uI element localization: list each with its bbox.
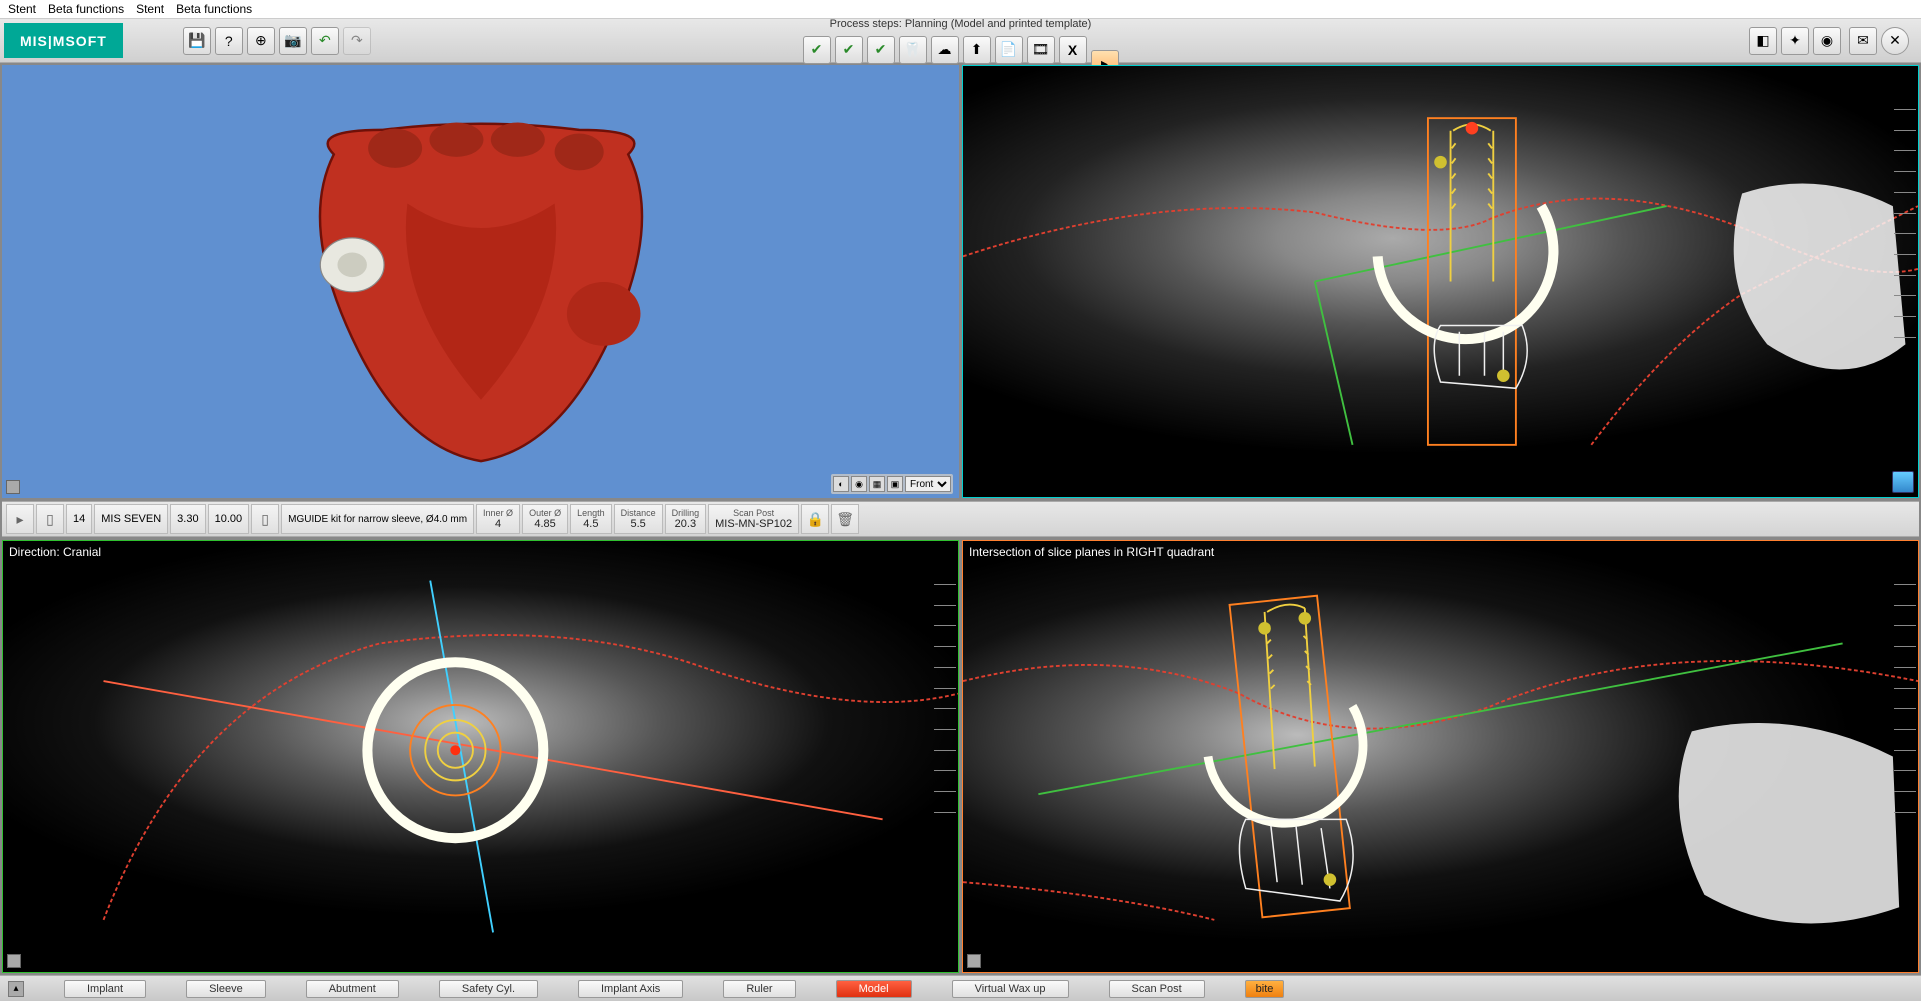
menu-bar: Stent Beta functions Stent Beta function…	[0, 0, 1921, 19]
vp-btn-4[interactable]: ▣	[887, 476, 903, 492]
implant-info-bar: ▸ ▯ 14 MIS SEVEN 3.30 10.00 ▯ MGUIDE kit…	[2, 501, 1919, 537]
ruler-button[interactable]: Ruler	[723, 980, 795, 998]
cross-label: Intersection of slice planes in RIGHT qu…	[969, 545, 1214, 559]
axial-label: Direction: Cranial	[9, 545, 101, 559]
main-toolbar: MIS|MSOFT 💾 ? ⊕ 📷 ↶ ↷ Process steps: Pla…	[0, 19, 1921, 63]
undo-icon[interactable]: ↶	[311, 27, 339, 55]
app-logo: MIS|MSOFT	[4, 23, 123, 58]
film-icon[interactable]: 🎞	[1027, 36, 1055, 64]
vp-btn-1[interactable]: ◐	[833, 476, 849, 492]
view-tool-1-icon[interactable]: ◧	[1749, 27, 1777, 55]
viewport-3d-controls: ◐ ◉ ▦ ▣ Front	[831, 474, 953, 494]
vp-btn-2[interactable]: ◉	[851, 476, 867, 492]
check-icon-1[interactable]: ✔	[803, 36, 831, 64]
delete-icon[interactable]: 🗑	[831, 504, 859, 534]
virtual-waxup-button[interactable]: Virtual Wax up	[952, 980, 1069, 998]
menu-item-stent-2[interactable]: Stent	[136, 2, 164, 16]
viewport-expand-button[interactable]	[6, 480, 20, 494]
ct-overlay-axial	[3, 541, 958, 972]
length-cell: Length4.5	[570, 504, 612, 534]
viewport-expand-button-br[interactable]	[967, 954, 981, 968]
model-button[interactable]: Model	[836, 980, 912, 998]
check-icon-3[interactable]: ✔	[867, 36, 895, 64]
redo-icon[interactable]: ↷	[343, 27, 371, 55]
document-icon[interactable]: 📄	[995, 36, 1023, 64]
expand-panel-button[interactable]: ▴	[8, 981, 24, 997]
viewport-3d-model[interactable]: ◐ ◉ ▦ ▣ Front	[2, 65, 959, 498]
outer-diameter-cell: Outer Ø4.85	[522, 504, 568, 534]
kit-description: MGUIDE kit for narrow sleeve, Ø4.0 mm	[281, 504, 474, 534]
dental-model-3d	[193, 105, 767, 473]
toolbar-group-right: ◧ ✦ ◉	[1749, 27, 1841, 55]
sleeve-button[interactable]: Sleeve	[186, 980, 266, 998]
ruler-right	[1894, 109, 1916, 454]
add-icon[interactable]: ⊕	[247, 27, 275, 55]
view-direction-select[interactable]: Front	[905, 476, 951, 492]
bottom-toolbar: ▴ Implant Sleeve Abutment Safety Cyl. Im…	[0, 975, 1921, 1001]
x-icon[interactable]: X	[1059, 36, 1087, 64]
close-icon[interactable]: ✕	[1881, 27, 1909, 55]
menu-item-beta-2[interactable]: Beta functions	[176, 2, 252, 16]
inner-diameter-cell: Inner Ø4	[476, 504, 520, 534]
toolbar-group-far-right: ✉ ✕	[1849, 27, 1909, 55]
scanpost-cell: Scan PostMIS-MN-SP102	[708, 504, 799, 534]
viewport-ct-sagittal[interactable]	[962, 65, 1919, 498]
implant-diameter: 3.30	[170, 504, 205, 534]
tooth-number: 14	[66, 504, 92, 534]
implant-axis-button[interactable]: Implant Axis	[578, 980, 683, 998]
ct-overlay-cross	[963, 541, 1918, 972]
sleeve-icon: ▯	[251, 504, 279, 534]
abutment-button[interactable]: Abutment	[306, 980, 399, 998]
mail-icon[interactable]: ✉	[1849, 27, 1877, 55]
drilling-cell: Drilling20.3	[665, 504, 707, 534]
ruler-cross	[1894, 584, 1916, 929]
help-icon[interactable]: ?	[215, 27, 243, 55]
implant-icon: ▯	[36, 504, 64, 534]
viewport-expand-button-bl[interactable]	[7, 954, 21, 968]
safety-cyl-button[interactable]: Safety Cyl.	[439, 980, 538, 998]
view-tool-3-icon[interactable]: ◉	[1813, 27, 1841, 55]
ruler-axial	[934, 584, 956, 929]
prev-icon[interactable]: ▸	[6, 504, 34, 534]
viewport-ct-cross[interactable]: Intersection of slice planes in RIGHT qu…	[962, 540, 1919, 973]
save-icon[interactable]: 💾	[183, 27, 211, 55]
process-step-label: Process steps: Planning (Model and print…	[830, 18, 1092, 30]
toolbar-group-center: Process steps: Planning (Model and print…	[803, 18, 1119, 64]
implant-length: 10.00	[208, 504, 250, 534]
implant-system: MIS SEVEN	[94, 504, 168, 534]
viewport-ct-axial[interactable]: Direction: Cranial	[2, 540, 959, 973]
scan-post-button[interactable]: Scan Post	[1109, 980, 1205, 998]
menu-item-beta[interactable]: Beta functions	[48, 2, 124, 16]
orientation-cube-icon[interactable]	[1892, 471, 1914, 493]
ct-overlay-sagittal	[963, 66, 1918, 497]
toolbar-group-left: 💾 ? ⊕ 📷 ↶ ↷	[183, 27, 371, 55]
view-tool-2-icon[interactable]: ✦	[1781, 27, 1809, 55]
check-icon-2[interactable]: ✔	[835, 36, 863, 64]
cloud-icon[interactable]: ☁	[931, 36, 959, 64]
viewport-grid: ◐ ◉ ▦ ▣ Front	[0, 63, 1921, 975]
menu-item-stent[interactable]: Stent	[8, 2, 36, 16]
vp-btn-3[interactable]: ▦	[869, 476, 885, 492]
tooth-icon[interactable]: 🦷	[899, 36, 927, 64]
lock-icon[interactable]: 🔒	[801, 504, 829, 534]
arrow-up-icon[interactable]: ⬆	[963, 36, 991, 64]
distance-cell: Distance5.5	[614, 504, 663, 534]
bite-button[interactable]: bite	[1245, 980, 1285, 998]
camera-icon[interactable]: 📷	[279, 27, 307, 55]
implant-button[interactable]: Implant	[64, 980, 146, 998]
